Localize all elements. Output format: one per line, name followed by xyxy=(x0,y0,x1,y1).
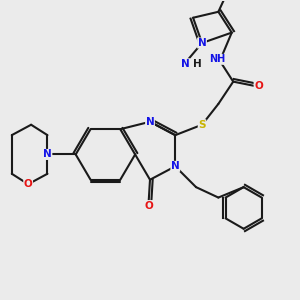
Text: S: S xyxy=(198,120,206,130)
Text: N: N xyxy=(198,38,206,48)
Text: H: H xyxy=(193,59,201,69)
Text: N: N xyxy=(43,149,52,160)
Text: O: O xyxy=(24,179,32,189)
Text: N: N xyxy=(181,59,190,69)
Text: N: N xyxy=(146,117,154,127)
Text: N: N xyxy=(171,161,180,171)
Text: O: O xyxy=(254,81,263,91)
Text: O: O xyxy=(144,201,153,211)
Text: NH: NH xyxy=(209,54,226,64)
